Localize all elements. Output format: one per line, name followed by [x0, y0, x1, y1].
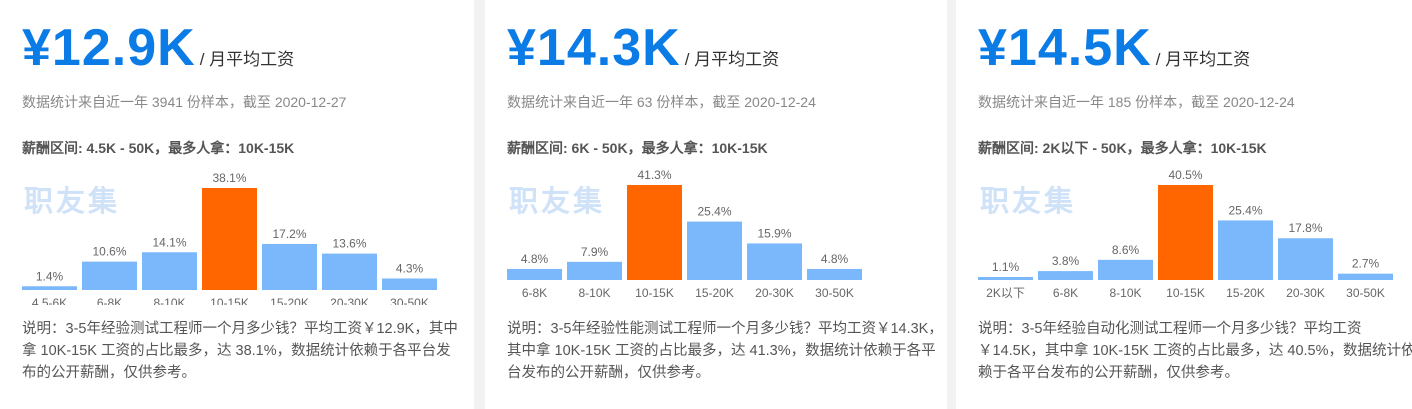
x-tick-label: 6-8K [1053, 286, 1078, 300]
bar-value-label: 7.9% [581, 245, 609, 259]
bar-value-label: 1.4% [36, 269, 64, 283]
x-tick-label: 8-10K [1109, 286, 1141, 300]
bar-20-30K [322, 253, 377, 290]
bar-value-label: 25.4% [1228, 203, 1262, 217]
x-tick-label: 20-30K [755, 286, 794, 300]
sample-source-text: 数据统计来自近一年 63 份样本，截至 2020-12-24 [507, 94, 816, 110]
x-tick-label: 15-20K [270, 296, 309, 305]
salary-range-text: 薪酬区间: 2K以下 - 50K，最多人拿：10K-15K [978, 140, 1267, 156]
bar-30-50K [382, 278, 437, 290]
bar-6-8K [82, 261, 137, 290]
salary-distribution-chart: 1.4% 4.5-6K 10.6% 6-8K 14.1% 8-10K 38.1% 10-15K… [22, 171, 437, 305]
explanation-note: 说明：3-5年经验自动化测试工程师一个月多少钱？平均工资￥14.5K，其中拿 1… [978, 321, 1412, 381]
x-tick-label: 15-20K [695, 286, 734, 300]
x-tick-label: 30-50K [815, 286, 854, 300]
watermark-logo: 职友集 [509, 186, 606, 218]
salary-unit-label: / 月平均工资 [1155, 50, 1251, 69]
bar-30-50K [1338, 273, 1393, 280]
x-tick-label: 2K以下 [986, 286, 1025, 300]
salary-panel-2: ¥14.3K / 月平均工资 数据统计来自近一年 63 份样本，截至 2020-1… [485, 0, 947, 409]
sample-source-text: 数据统计来自近一年 3941 份样本，截至 2020-12-27 [22, 94, 347, 110]
bar-value-label: 1.1% [992, 260, 1020, 274]
bar-15-20K [687, 221, 742, 280]
bar-value-label: 15.9% [757, 226, 791, 240]
x-tick-label: 10-15K [635, 286, 674, 300]
salary-unit-label: / 月平均工资 [684, 50, 780, 69]
salary-range-text: 薪酬区间: 6K - 50K，最多人拿：10K-15K [507, 140, 768, 156]
x-tick-label: 30-50K [1346, 286, 1385, 300]
bar-value-label: 2.7% [1352, 257, 1380, 271]
explanation-note: 说明：3-5年经验测试工程师一个月多少钱？平均工资￥12.9K，其中拿 10K-… [22, 321, 458, 381]
bar-2K以下 [978, 277, 1033, 280]
bar-value-label: 4.8% [821, 252, 849, 266]
bar-30-50K [807, 268, 862, 280]
bar-value-label: 4.3% [396, 261, 424, 275]
salary-panel-3: ¥14.5K / 月平均工资 数据统计来自近一年 185 份样本，截至 2020-… [956, 0, 1412, 409]
bar-15-20K [262, 243, 317, 290]
bar-value-label: 25.4% [697, 205, 731, 219]
x-tick-label: 20-30K [330, 296, 369, 305]
x-tick-label: 6-8K [97, 296, 122, 305]
bar-value-label: 10.6% [92, 245, 126, 259]
bar-15-20K [1218, 220, 1273, 280]
bar-6-8K [507, 268, 562, 280]
average-salary: ¥14.3K [507, 19, 681, 77]
salary-range-text: 薪酬区间: 4.5K - 50K，最多人拿：10K-15K [22, 140, 295, 156]
bar-value-label: 17.2% [272, 227, 306, 241]
bar-20-30K [1278, 238, 1333, 280]
watermark-logo: 职友集 [980, 186, 1077, 218]
x-tick-label: 10-15K [210, 296, 249, 305]
x-tick-label: 8-10K [153, 296, 185, 305]
x-tick-label: 20-30K [1286, 286, 1325, 300]
bar-8-10K [1098, 259, 1153, 280]
bar-8-10K [567, 261, 622, 280]
salary-distribution-chart: 1.1% 2K以下 3.8% 6-8K 8.6% 8-10K 40.5% 10-15K 25.4… [978, 168, 1393, 300]
bar-value-label: 13.6% [332, 237, 366, 251]
bar-value-label: 8.6% [1112, 243, 1140, 257]
x-tick-label: 8-10K [578, 286, 610, 300]
salary-panel-1: ¥12.9K / 月平均工资 数据统计来自近一年 3941 份样本，截至 2020… [0, 0, 474, 409]
bar-value-label: 4.8% [521, 252, 549, 266]
sample-source-text: 数据统计来自近一年 185 份样本，截至 2020-12-24 [978, 94, 1295, 110]
average-salary: ¥12.9K [22, 19, 196, 77]
bar-value-label: 17.8% [1288, 221, 1322, 235]
average-salary: ¥14.5K [978, 19, 1152, 77]
bar-10-15K [202, 188, 257, 290]
salary-heading: ¥14.3K / 月平均工资 [507, 18, 779, 78]
bar-8-10K [142, 252, 197, 290]
bar-6-8K [1038, 271, 1093, 280]
x-tick-label: 10-15K [1166, 286, 1205, 300]
x-tick-label: 30-50K [390, 296, 429, 305]
x-tick-label: 4.5-6K [32, 296, 67, 305]
x-tick-label: 6-8K [522, 286, 547, 300]
bar-value-label: 3.8% [1052, 254, 1080, 268]
bar-value-label: 14.1% [152, 235, 186, 249]
salary-distribution-chart: 4.8% 6-8K 7.9% 8-10K 41.3% 10-15K 25.4% 15-20K 1… [507, 168, 862, 300]
bar-10-15K [1158, 185, 1213, 280]
bar-10-15K [627, 185, 682, 280]
bar-4.5-6K [22, 286, 77, 290]
bar-20-30K [747, 243, 802, 280]
salary-heading: ¥12.9K / 月平均工资 [22, 18, 294, 78]
bar-value-label: 41.3% [637, 168, 671, 182]
watermark-logo: 职友集 [24, 186, 121, 218]
x-tick-label: 15-20K [1226, 286, 1265, 300]
explanation-note: 说明：3-5年经验性能测试工程师一个月多少钱？平均工资￥14.3K，其中拿 10… [507, 321, 943, 381]
salary-heading: ¥14.5K / 月平均工资 [978, 18, 1250, 78]
bar-value-label: 40.5% [1168, 168, 1202, 182]
bar-value-label: 38.1% [212, 171, 246, 185]
salary-unit-label: / 月平均工资 [199, 50, 295, 69]
